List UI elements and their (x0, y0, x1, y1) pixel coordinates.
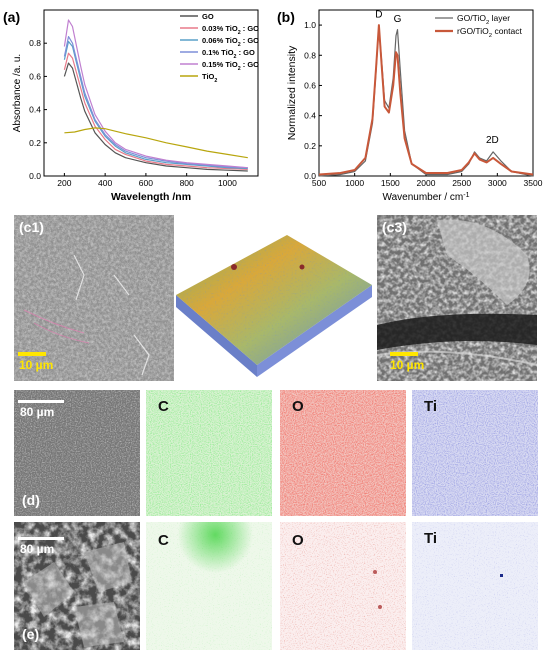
eds-map-d-ti (412, 390, 538, 516)
3d-topography-c2 (172, 215, 374, 381)
y-tick-label: 0.6 (29, 71, 41, 81)
legend-entry-5: TiO2 (202, 72, 217, 84)
eds-map-e-o (280, 522, 406, 650)
eds-map-e-ti (412, 522, 538, 650)
x-tick-label: 3000 (488, 178, 507, 188)
y-tick-label: 0.8 (304, 50, 316, 60)
scale-bar-d (18, 400, 64, 403)
panel-label-c3: (c3) (382, 219, 407, 235)
raman-chart: 500 1000 1500 2000 2500 3000 3500 0.0 0.2 0.4 0.6 0… (277, 9, 543, 204)
x-tick-label: 1000 (345, 178, 364, 188)
scale-bar-label-c3: 10 µm (390, 358, 425, 372)
legend-entry-2: 0.06% TiO2 : GO (202, 36, 259, 48)
panel-label-b: (b) (277, 9, 295, 25)
element-label-d-c: C (158, 398, 169, 415)
x-axis-label: Wavelength /nm (111, 191, 191, 203)
x-tick-label: 2000 (417, 178, 436, 188)
series-line-5 (64, 127, 248, 159)
element-label-e-o: O (292, 532, 304, 549)
element-label-d-ti: Ti (424, 398, 438, 415)
y-tick-label: 0.4 (29, 105, 41, 115)
x-tick-label: 600 (139, 178, 153, 188)
y-tick-label: 0.0 (304, 171, 316, 181)
sem-image-c1 (14, 215, 174, 381)
series-line-2 (63, 40, 248, 170)
series-line-0 (63, 62, 248, 172)
legend-entry-0: GO (202, 12, 214, 21)
x-axis-label: Wavenumber / cm-1 (383, 192, 470, 204)
legend-entry-1: rGO/TiO2 contact (457, 26, 522, 39)
legend-entry-4: 0.15% TiO2 : GO (202, 60, 259, 72)
x-tick-label: 400 (98, 178, 112, 188)
y-tick-label: 0.0 (29, 171, 41, 181)
panel-label-e: (e) (22, 626, 40, 642)
series-line-4 (63, 19, 248, 169)
scale-bar-label-d: 80 µm (20, 405, 55, 419)
legend-entry-0: GO/TiO2 layer (457, 13, 510, 26)
y-tick-label: 0.2 (29, 138, 41, 148)
x-tick-label: 200 (57, 178, 71, 188)
panel-label-d: (d) (22, 492, 40, 508)
sem-image-e (14, 522, 140, 650)
legend-entry-3: 0.1% TiO2 : GO (202, 48, 255, 60)
scale-bar-label-e: 80 µm (20, 542, 55, 556)
x-tick-label: 2500 (452, 178, 471, 188)
eds-map-e-c (146, 522, 272, 650)
eds-map-d-c (146, 390, 272, 516)
series-line-1 (318, 24, 534, 176)
scale-bar-e (18, 537, 64, 540)
eds-map-d-o (280, 390, 406, 516)
y-tick-label: 0.6 (304, 80, 316, 90)
panel-label-a: (a) (3, 9, 20, 25)
peak-annotation-0: D (375, 10, 382, 21)
series-line-0 (318, 26, 534, 177)
y-tick-label: 0.8 (29, 38, 41, 48)
series-line-3 (63, 36, 248, 169)
y-tick-label: 0.4 (304, 111, 316, 121)
series-line-1 (63, 52, 248, 170)
peak-annotation-1: G (394, 14, 402, 25)
x-tick-label: 3500 (524, 178, 543, 188)
x-tick-label: 1500 (381, 178, 400, 188)
peak-annotation-2: 2D (486, 135, 499, 146)
y-tick-label: 1.0 (304, 20, 316, 30)
x-tick-label: 1000 (218, 178, 237, 188)
panel-label-c1: (c1) (19, 219, 44, 235)
scale-bar-c1 (18, 352, 46, 356)
plot-frame (43, 9, 259, 177)
scale-bar-c3 (390, 352, 418, 356)
x-tick-label: 500 (312, 178, 326, 188)
sem-image-d (14, 390, 140, 516)
absorbance-chart: 200 400 600 800 1000 0.0 0.2 0.4 0.6 0.8 Wavelengt… (3, 9, 259, 203)
element-label-e-c: C (158, 532, 169, 549)
sem-image-c3 (377, 215, 537, 381)
element-label-d-o: O (292, 398, 304, 415)
element-label-e-ti: Ti (424, 530, 438, 547)
y-axis-label: Normalized intensity (286, 45, 298, 140)
legend-entry-1: 0.03% TiO2 : GO (202, 24, 259, 36)
y-tick-label: 0.2 (304, 141, 316, 151)
x-tick-label: 800 (180, 178, 194, 188)
scale-bar-label-c1: 10 µm (19, 358, 54, 372)
y-axis-label: Absorbance /a. u. (12, 54, 23, 132)
